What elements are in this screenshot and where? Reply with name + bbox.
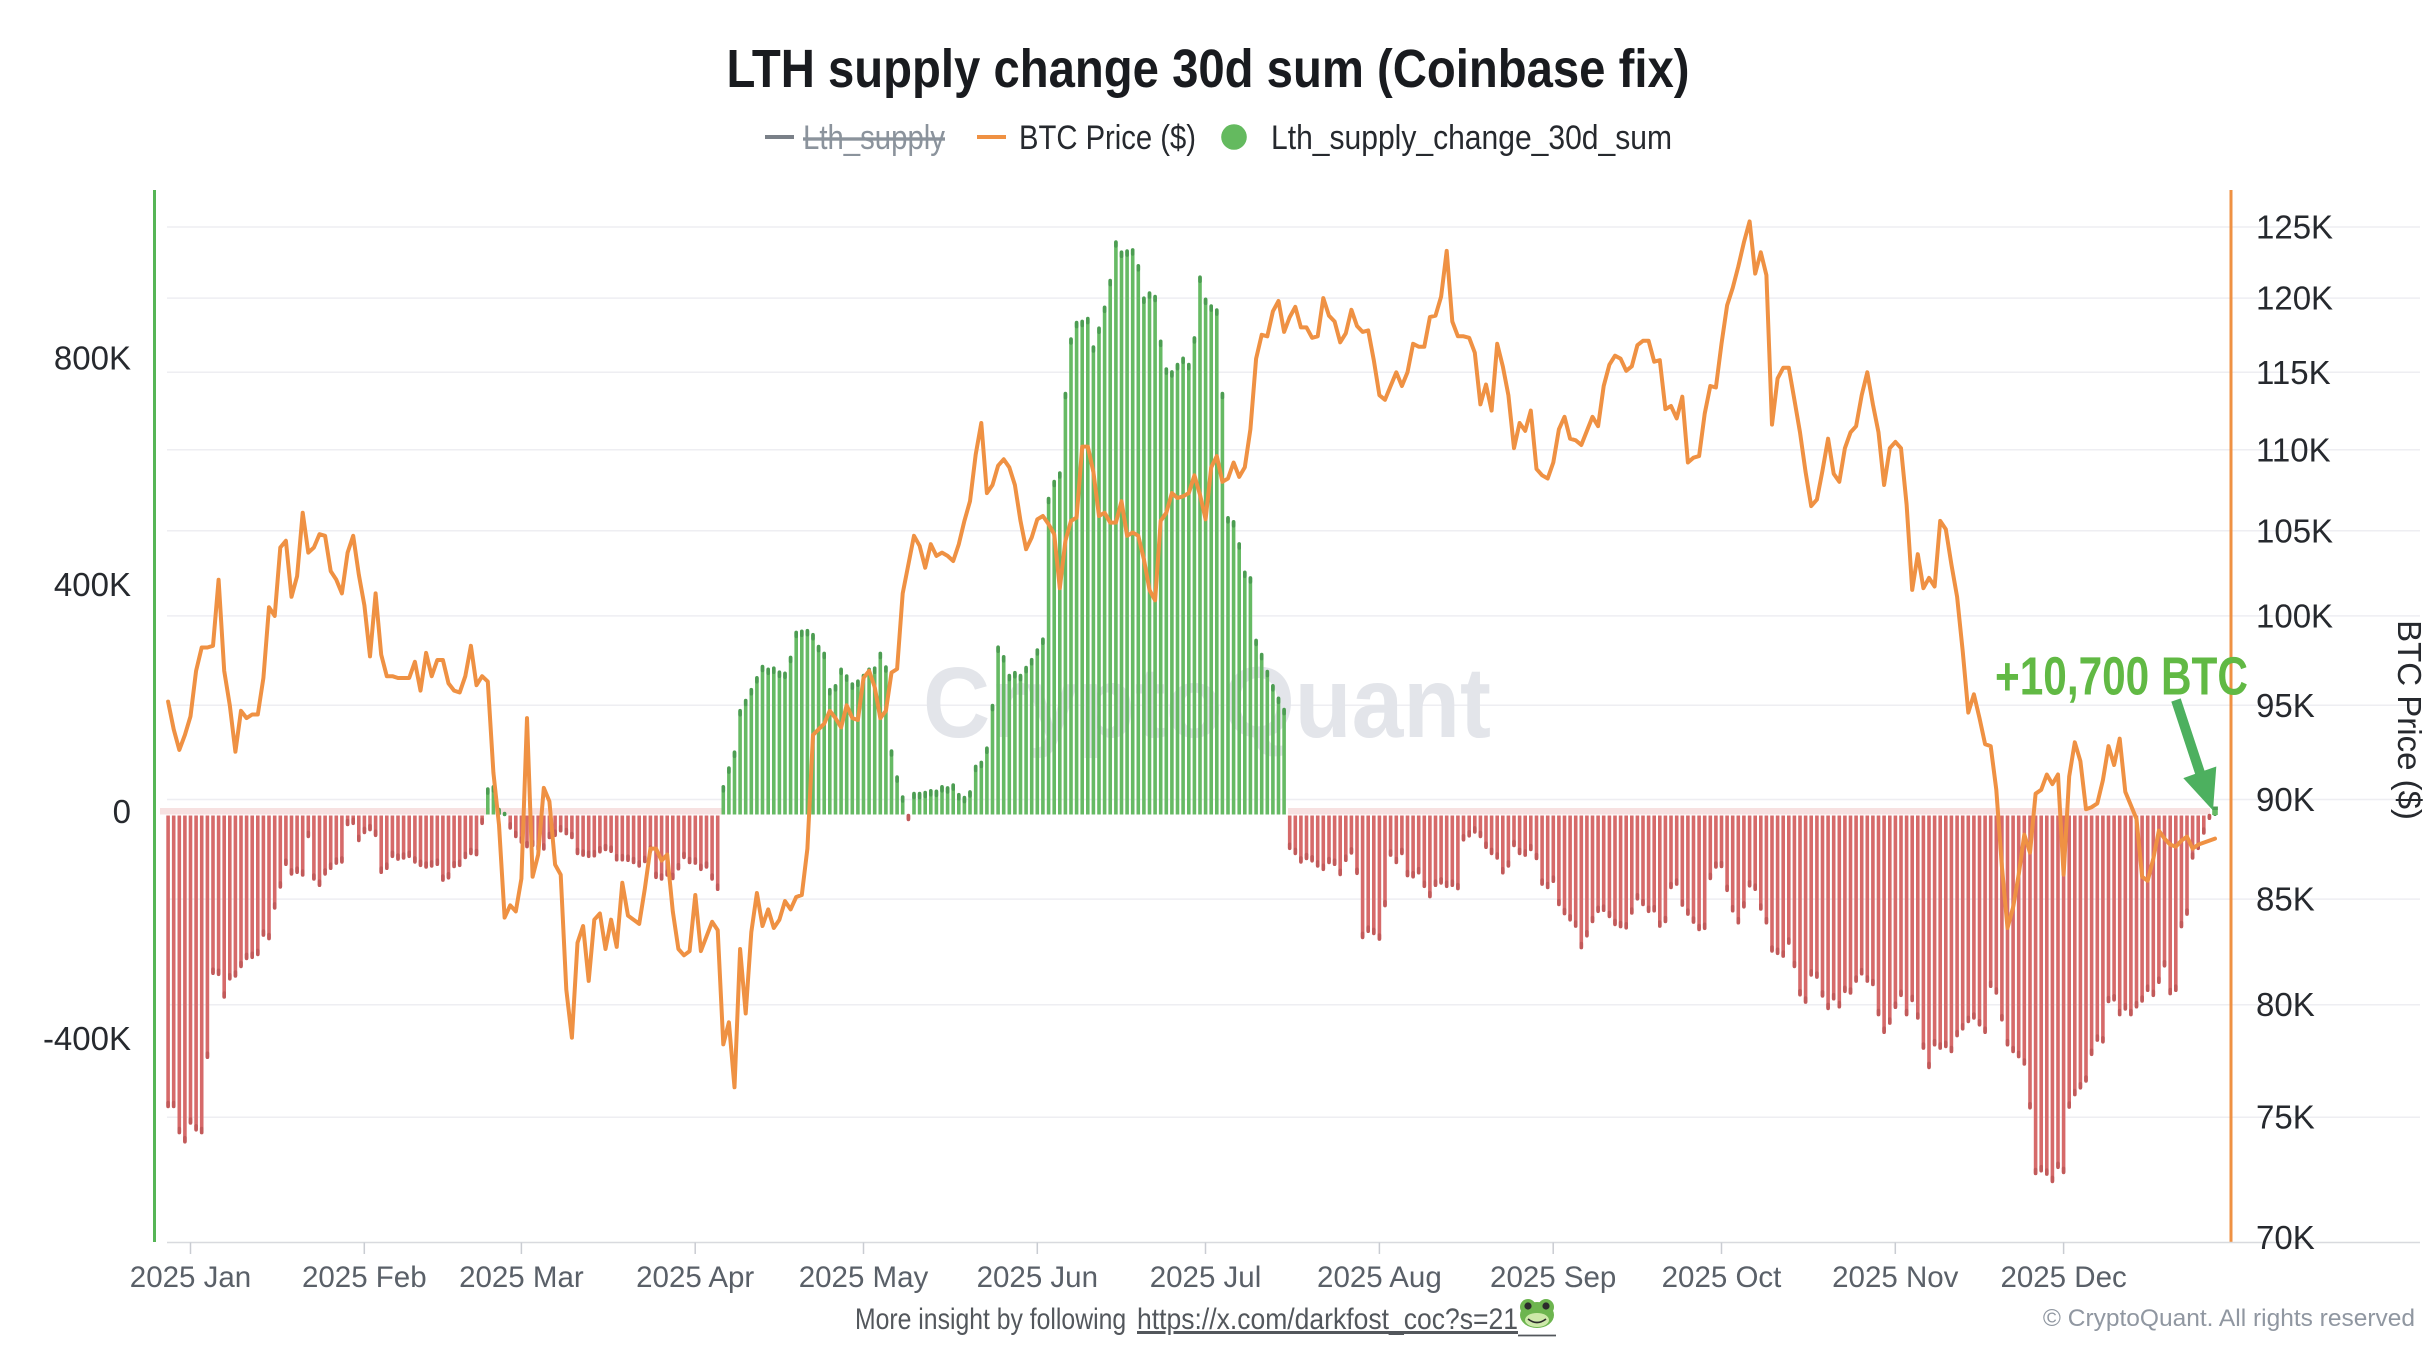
svg-text:95K: 95K: [2256, 687, 2315, 724]
svg-text:More insight by following: More insight by following: [855, 1303, 1133, 1336]
svg-text:90K: 90K: [2256, 781, 2315, 818]
svg-text:2025 Mar: 2025 Mar: [459, 1261, 584, 1294]
svg-text:© CryptoQuant. All rights rese: © CryptoQuant. All rights reserved: [2043, 1305, 2415, 1332]
svg-text:LTH supply change 30d sum (Coi: LTH supply change 30d sum (Coinbase fix): [727, 39, 1690, 99]
svg-text:+10,700 BTC: +10,700 BTC: [1995, 647, 2248, 707]
svg-text:80K: 80K: [2256, 986, 2315, 1023]
svg-text:75K: 75K: [2256, 1099, 2315, 1136]
svg-text:100K: 100K: [2256, 597, 2333, 634]
svg-text:400K: 400K: [54, 566, 131, 603]
svg-text:120K: 120K: [2256, 280, 2333, 317]
svg-text:BTC Price ($): BTC Price ($): [2391, 620, 2425, 820]
svg-text:-400K: -400K: [43, 1020, 131, 1057]
svg-text:2025 Sep: 2025 Sep: [1490, 1261, 1616, 1294]
svg-text:125K: 125K: [2256, 209, 2333, 246]
svg-text:https://x.com/darkfost_coc?s=2: https://x.com/darkfost_coc?s=21: [1137, 1303, 1518, 1336]
svg-text:2025 Jan: 2025 Jan: [130, 1261, 251, 1294]
svg-text:105K: 105K: [2256, 512, 2333, 549]
svg-text:BTC Price ($): BTC Price ($): [1019, 119, 1196, 157]
svg-text:2025 Dec: 2025 Dec: [2000, 1261, 2126, 1294]
svg-text:Lth_supply_change_30d_sum: Lth_supply_change_30d_sum: [1271, 119, 1672, 157]
svg-text:2025 Nov: 2025 Nov: [1832, 1261, 1959, 1294]
svg-text:115K: 115K: [2256, 354, 2331, 391]
svg-text:2025 May: 2025 May: [799, 1261, 929, 1294]
svg-text:2025 Oct: 2025 Oct: [1662, 1261, 1782, 1294]
svg-text:2025 Feb: 2025 Feb: [302, 1261, 427, 1294]
svg-text:110K: 110K: [2256, 431, 2331, 468]
svg-text:800K: 800K: [54, 339, 131, 376]
svg-text:2025 Jul: 2025 Jul: [1150, 1261, 1262, 1294]
svg-text:Lth_supply: Lth_supply: [803, 119, 945, 157]
svg-text:85K: 85K: [2256, 881, 2315, 918]
svg-text:2025 Apr: 2025 Apr: [636, 1261, 754, 1294]
svg-text:0: 0: [113, 793, 131, 830]
svg-text:2025 Jun: 2025 Jun: [977, 1261, 1098, 1294]
svg-text:2025 Aug: 2025 Aug: [1317, 1261, 1442, 1294]
svg-text:70K: 70K: [2256, 1219, 2315, 1256]
